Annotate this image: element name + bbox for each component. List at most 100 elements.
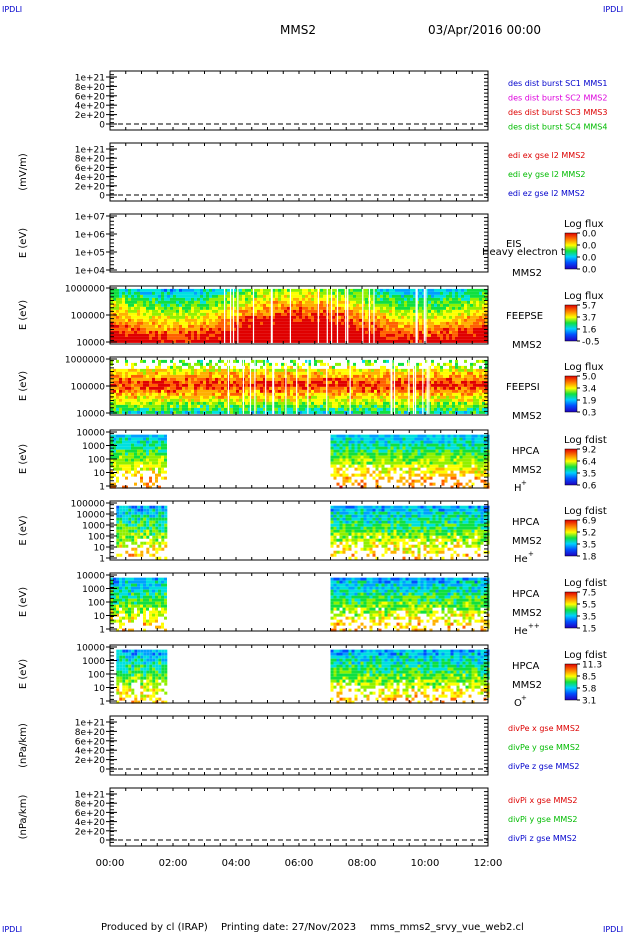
spectrogram-cell	[338, 300, 341, 304]
spectrogram-cell	[146, 407, 149, 411]
spectrogram-cell	[176, 306, 179, 310]
spectrogram-cell	[395, 297, 398, 301]
spectrogram-cell	[335, 321, 338, 325]
spectrogram-cell	[113, 318, 116, 322]
spectrogram-cell	[245, 377, 248, 381]
spectrogram-cell	[278, 383, 281, 387]
spectrogram-cell	[287, 377, 290, 381]
spectrogram-cell	[386, 330, 389, 334]
spectrogram-cell	[419, 306, 422, 310]
spectrogram-cell	[437, 324, 440, 328]
spectrogram-cell	[224, 395, 227, 399]
spectrogram-cell	[209, 398, 212, 402]
spectrogram-cell	[305, 333, 308, 337]
spectrogram-cell	[374, 374, 377, 378]
spectrogram-cell	[296, 336, 299, 340]
spectrogram-cell	[329, 294, 332, 298]
spectrogram-cell	[479, 306, 482, 310]
spectrogram-cell	[272, 294, 275, 298]
spacecraft-title: MMS2	[280, 23, 316, 37]
spectrogram-cell	[116, 359, 119, 363]
spectrogram-cell	[350, 339, 353, 343]
spectrogram-cell	[119, 303, 122, 307]
spectrogram-cell	[116, 339, 119, 343]
spectrogram-cell	[335, 398, 338, 402]
spectrogram-cell	[233, 309, 236, 313]
spectrogram-cell	[485, 374, 488, 378]
colorbar	[564, 304, 578, 342]
spectrogram-cell	[185, 374, 188, 378]
spectrogram-cell	[386, 407, 389, 411]
spectrogram-cell	[200, 291, 203, 295]
spectrogram-cell	[230, 407, 233, 411]
spectrogram-cell	[125, 404, 128, 408]
spectrogram-cell	[146, 339, 149, 343]
spectrogram-cell	[482, 389, 485, 393]
spectrogram-cell	[332, 395, 335, 399]
spectrogram-cell	[386, 389, 389, 393]
y-tick-label: 1e+21	[75, 146, 105, 156]
spectrogram-cell	[239, 303, 242, 307]
spectrogram-cell	[323, 377, 326, 381]
spectrogram-cell	[476, 318, 479, 322]
spectrogram-cell	[308, 401, 311, 405]
spectrogram-cell	[158, 383, 161, 387]
spectrogram-cell	[170, 371, 173, 375]
spectrogram-cell	[371, 312, 374, 316]
spectrogram-cell	[386, 294, 389, 298]
corner-label-top-left: IPDLI	[2, 5, 22, 14]
spectrogram-cell	[266, 306, 269, 310]
spectrogram-cell	[296, 288, 299, 292]
spectrogram-cell	[137, 410, 140, 414]
spectrogram-cell	[263, 374, 266, 378]
spectrogram-cell	[191, 392, 194, 396]
spectrogram-cell	[425, 401, 428, 405]
spectrogram-cell	[398, 383, 401, 387]
spectrogram-cell	[467, 336, 470, 340]
spectrogram-cell	[485, 359, 488, 363]
spectrogram-cell	[122, 312, 125, 316]
spectrogram-cell	[221, 401, 224, 405]
spectrogram-cell	[248, 407, 251, 411]
spectrogram-cell	[266, 300, 269, 304]
spectrogram-cell	[428, 398, 431, 402]
spectrogram-cell	[173, 395, 176, 399]
spectrogram-cell	[155, 407, 158, 411]
spectrogram-cell	[275, 330, 278, 334]
spectrogram-cell	[482, 312, 485, 316]
spectrogram-cell	[389, 291, 392, 295]
spectrogram-cell	[125, 309, 128, 313]
spectrogram-cell	[380, 336, 383, 340]
spectrogram-cell	[389, 318, 392, 322]
spectrogram-cell	[116, 404, 119, 408]
spectrogram-cell	[482, 383, 485, 387]
spectrogram-cell	[110, 473, 113, 477]
spectrogram-cell	[167, 333, 170, 337]
spectrogram-cell	[422, 306, 425, 310]
spectrogram-cell	[182, 404, 185, 408]
spectrogram-cell	[452, 288, 455, 292]
spectrogram-cell	[149, 288, 152, 292]
spectrogram-cell	[119, 461, 122, 465]
spectrogram-cell	[278, 380, 281, 384]
spectrogram-cell	[431, 291, 434, 295]
spectrogram-cell	[173, 336, 176, 340]
spectrogram-cell	[329, 374, 332, 378]
spectrogram-cell	[296, 300, 299, 304]
spectrogram-cell	[302, 401, 305, 405]
spectrogram-cell	[476, 303, 479, 307]
spectrogram-cell	[431, 318, 434, 322]
spectrogram-cell	[323, 401, 326, 405]
spectrogram-cell	[287, 312, 290, 316]
spectrogram-cell	[176, 339, 179, 343]
spectrogram-cell	[266, 365, 269, 369]
spectrogram-cell	[251, 330, 254, 334]
spectrogram-cell	[251, 291, 254, 295]
spectrogram-cell	[314, 303, 317, 307]
spectrogram-cell	[482, 318, 485, 322]
spectrogram-cell	[191, 380, 194, 384]
spectrogram-cell	[434, 383, 437, 387]
spectrogram-cell	[455, 377, 458, 381]
spectrogram-cell	[176, 321, 179, 325]
spectrogram-cell	[458, 410, 461, 414]
